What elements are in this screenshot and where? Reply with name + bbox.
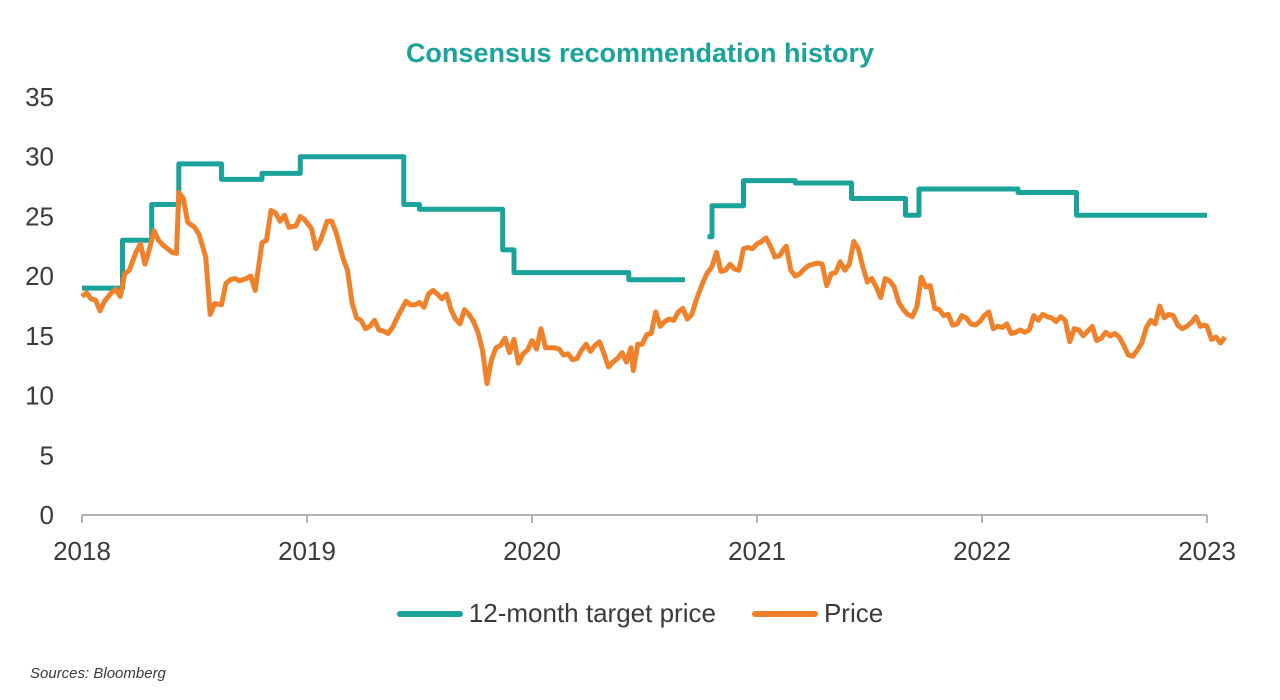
legend-item-price: Price <box>751 598 884 629</box>
x-tick-label: 2022 <box>953 536 1011 566</box>
y-tick-label: 10 <box>25 381 54 411</box>
y-tick-label: 5 <box>40 440 54 470</box>
series-line-12-month-target-price-segment-1 <box>82 154 685 291</box>
y-tick-label: 20 <box>25 261 54 291</box>
x-tick-label: 2018 <box>53 536 111 566</box>
legend-label-price: Price <box>823 598 884 628</box>
legend-label-target-price: 12-month target price <box>468 598 716 628</box>
axes-group: 0 5 10 15 20 25 30 35 2018 2019 2020 2021 2022 2023 <box>25 82 1236 566</box>
chart-legend: 12-month target price Price <box>0 598 1280 629</box>
legend-swatch-price <box>751 610 818 617</box>
series-layer <box>80 154 1227 387</box>
y-tick-label: 25 <box>25 201 54 231</box>
legend-item-target-price: 12-month target price <box>396 598 716 629</box>
y-tick-label: 0 <box>40 500 54 530</box>
legend-swatch-target-price <box>396 610 463 617</box>
chart-title: Consensus recommendation history <box>405 38 875 68</box>
x-tick-label: 2019 <box>278 536 336 566</box>
series-line-12-month-target-price-segment-2 <box>707 178 1207 240</box>
y-tick-label: 35 <box>25 82 54 112</box>
source-note: Sources: Bloomberg <box>30 665 166 682</box>
x-tick-label: 2020 <box>503 536 561 566</box>
x-tick-label: 2021 <box>728 536 786 566</box>
x-tick-label: 2023 <box>1178 536 1236 566</box>
y-tick-label: 30 <box>25 142 54 172</box>
series-line-price-segment-1 <box>80 190 1227 387</box>
y-tick-label: 15 <box>25 321 54 351</box>
